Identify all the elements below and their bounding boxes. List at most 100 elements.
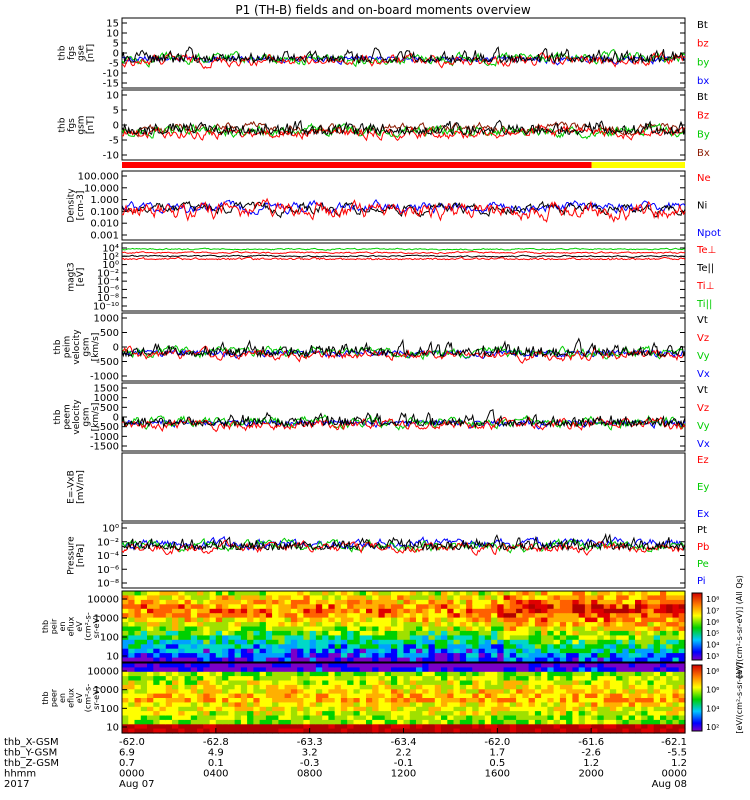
y-axis-label: velocity [72,329,82,365]
spectrogram-cell [453,724,461,730]
spectrogram-cell [516,676,523,682]
spectrogram-cell [428,657,436,663]
spectrogram-cell [547,653,555,659]
spectrogram-cell [215,595,223,601]
spectrogram-cell [253,630,261,636]
spectrogram-cell [159,684,167,690]
spectrogram-cell [472,617,480,623]
spectrogram-cell [122,702,129,708]
spectrogram-cell [278,706,286,712]
spectrogram-cell [215,671,223,677]
spectrogram-cell [534,671,542,677]
spectrogram-cell [209,595,217,601]
legend-entry: bx [697,76,709,87]
spectrogram-cell [572,693,580,699]
spectrogram-cell [447,591,455,596]
spectrogram-cell [491,719,498,725]
spectrogram-cell [597,728,605,734]
colorbar-tick-label: 10⁴ [706,704,719,713]
spectrogram-cell [409,676,417,682]
spectrogram-cell [172,671,179,677]
spectrogram-cell [635,639,642,645]
spectrogram-cell [165,644,173,650]
spectrogram-cell [559,689,567,695]
spectrogram-cell [434,639,442,645]
spectrogram-cell [578,635,586,641]
spectrogram-cell [572,702,580,708]
x-tick-label: 2.2 [396,748,412,759]
spectrogram-cell [472,595,480,601]
spectrogram-cell [553,608,561,614]
spectrogram-cell [284,595,292,601]
spectrogram-cell [172,613,179,619]
spectrogram-cell [303,706,311,712]
spectrogram-cell [566,648,573,654]
spectrogram-cell [265,599,273,605]
spectrogram-cell [391,676,398,682]
spectrogram-cell [153,657,161,663]
spectrogram-cell [284,684,292,690]
spectrogram-cell [628,591,636,596]
spectrogram-cell [459,684,467,690]
spectrogram-frame [121,590,686,663]
spectrogram-cell [616,653,624,659]
spectrogram-cell [240,671,248,677]
spectrogram-cell [184,657,192,663]
spectrogram-cell [328,613,336,619]
spectrogram-cell [478,702,486,708]
spectrogram-cell [222,684,229,690]
spectrogram-cell [534,689,542,695]
spectrogram-cell [528,635,536,641]
spectrogram-cell [484,595,492,601]
spectrogram-cell [384,630,392,636]
x-tick-label: 1.2 [583,758,599,769]
spectrogram-cell [609,635,617,641]
spectrogram-cell [628,671,636,677]
spectrogram-cell [247,595,254,601]
spectrogram-cell [315,630,323,636]
spectrogram-cell [397,626,405,632]
spectrogram-cell [678,653,686,659]
spectrogram-cell [466,644,473,650]
spectrogram-cell [441,667,448,673]
spectrogram-cell [484,653,492,659]
spectrogram-cell [215,639,223,645]
y-tick-label: 10² [102,252,119,263]
spectrogram-cell [641,613,649,619]
spectrogram-cell [628,728,636,734]
spectrogram-cell [366,715,373,721]
y-axis-label: (cm²-s- [84,684,93,713]
spectrogram-cell [128,626,136,632]
spectrogram-cell [134,719,142,725]
spectrogram-cell [678,626,686,632]
spectrogram-cell [635,622,642,628]
spectrogram-cell [165,591,173,596]
spectrogram-cell [215,599,223,605]
spectrogram-cell [247,630,254,636]
spectrogram-cell [597,715,605,721]
spectrogram-cell [509,617,517,623]
spectrogram-cell [234,667,242,673]
spectrogram-cell [372,711,380,717]
spectrogram-cell [472,648,480,654]
spectrogram-cell [178,724,186,730]
spectrogram-cell [272,680,279,686]
spectrogram-cell [441,728,448,734]
spectrogram-cell [584,719,592,725]
spectrogram-cell [422,622,430,628]
spectrogram-cell [441,680,448,686]
spectrogram-cell [660,644,667,650]
spectrogram-cell [641,715,649,721]
spectrogram-cell [272,676,279,682]
spectrogram-cell [503,702,511,708]
spectrogram-cell [190,728,198,734]
spectrogram-cell [366,626,373,632]
spectrogram-cell [584,635,592,641]
spectrogram-cell [397,653,405,659]
spectrogram-cell [372,719,380,725]
spectrogram-cell [678,728,686,734]
colorbar-tick-label: 10⁴ [706,641,719,650]
spectrogram-cell [447,639,455,645]
spectrogram-cell [147,693,154,699]
spectrogram-cell [228,639,236,645]
